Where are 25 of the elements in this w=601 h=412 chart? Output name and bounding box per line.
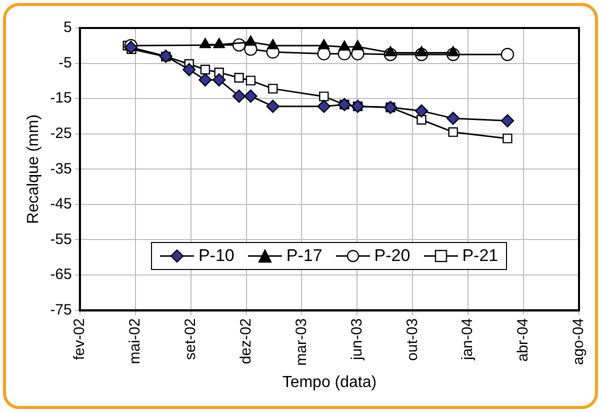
x-tick-label: mar-03 xyxy=(292,318,310,366)
y-tick-label: -5 xyxy=(58,54,72,72)
y-tick-label: -65 xyxy=(50,266,72,284)
legend-label: P-21 xyxy=(462,246,498,266)
x-tick-label: jan-04 xyxy=(459,318,476,361)
x-tick-label: abr-04 xyxy=(514,318,532,362)
x-tick-label: ago-04 xyxy=(570,318,588,366)
x-tick-label: fev-02 xyxy=(71,318,88,360)
x-tick-label: mai-02 xyxy=(126,318,144,364)
y-tick-label: -55 xyxy=(50,230,72,248)
x-tick-label: dez-02 xyxy=(237,318,254,364)
legend-label: P-17 xyxy=(286,246,322,266)
y-tick-label: -45 xyxy=(50,196,72,213)
x-axis-title: Tempo (data) xyxy=(282,374,377,391)
x-tick-label: out-03 xyxy=(404,318,421,361)
y-tick-label: -15 xyxy=(50,90,72,107)
y-axis-title: Recalque (mm) xyxy=(25,114,42,224)
legend-label: P-20 xyxy=(374,246,410,266)
legend-label: P-10 xyxy=(198,246,234,266)
y-tick-label: -75 xyxy=(50,301,72,318)
x-tick-label: jun-03 xyxy=(348,318,366,361)
x-tick-label: set-02 xyxy=(182,318,199,360)
y-tick-label: -35 xyxy=(50,160,72,178)
y-tick-label: -25 xyxy=(50,125,72,142)
y-tick-label: 5 xyxy=(64,19,72,36)
